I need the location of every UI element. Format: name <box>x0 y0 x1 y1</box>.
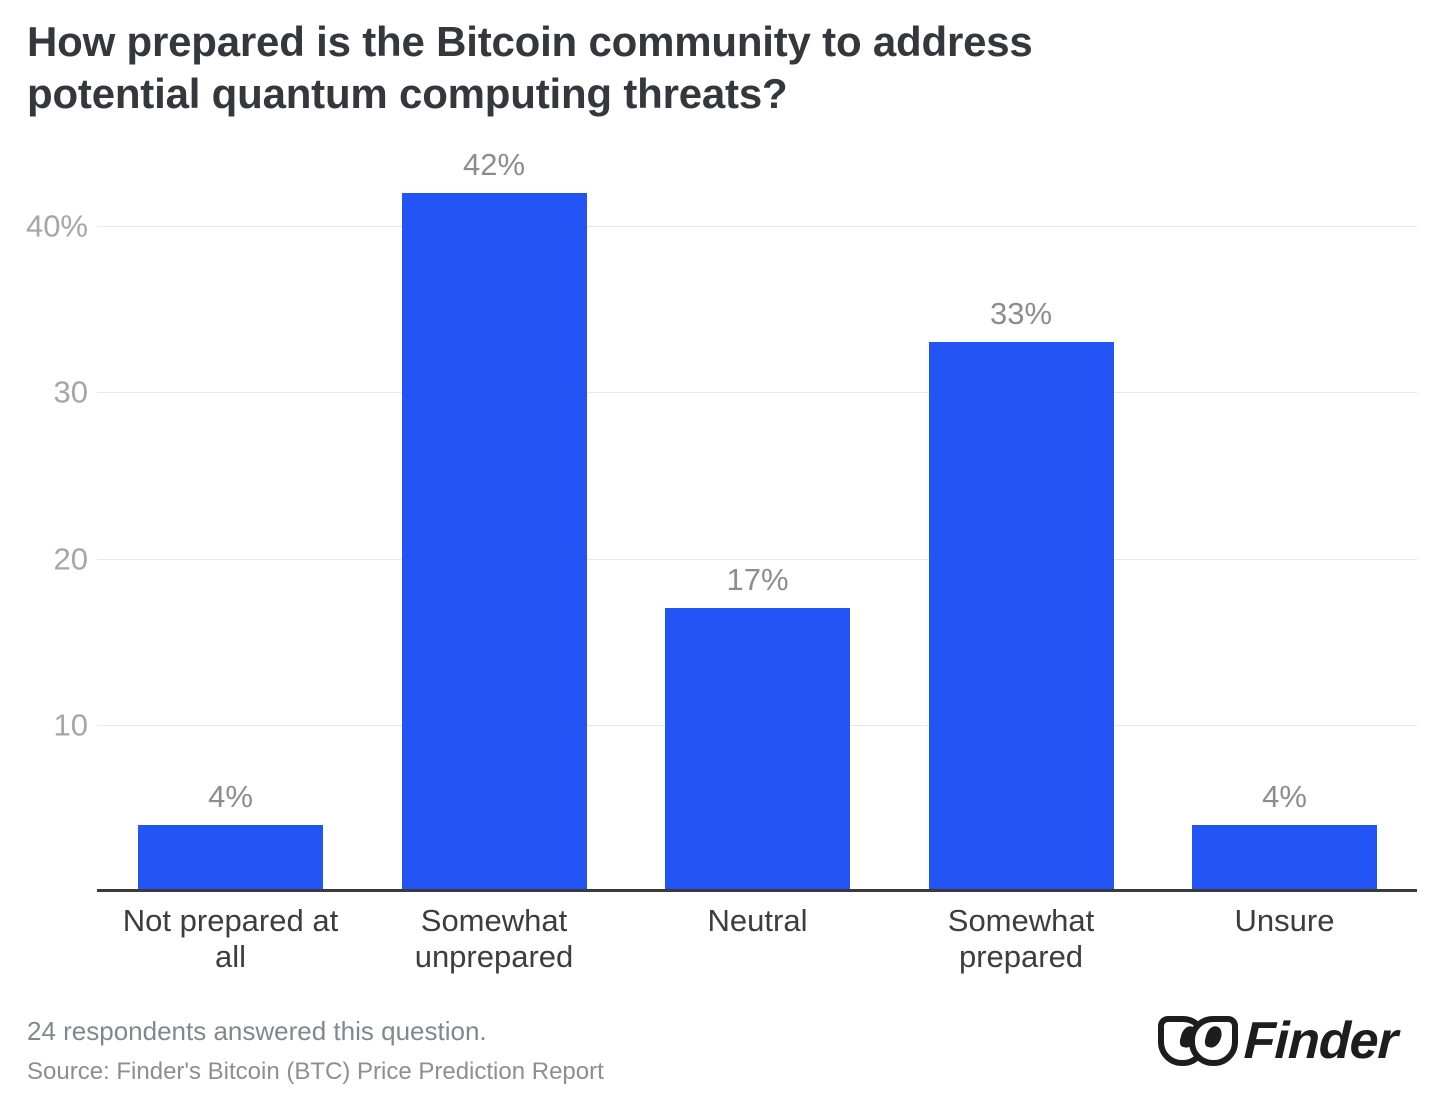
bar-category-label: Somewhat prepared <box>947 903 1095 974</box>
finder-logo-text: Finder <box>1242 1012 1398 1070</box>
bar-3 <box>665 608 850 891</box>
respondents-note: 24 respondents answered this question. <box>27 1016 487 1046</box>
gridline <box>97 558 1417 560</box>
x-axis-line <box>97 889 1417 892</box>
y-axis-tick-label: 30 <box>53 374 88 410</box>
bar-category-label: Neutral <box>707 903 808 938</box>
bar-value-label: 42% <box>462 146 526 182</box>
bar-category-label: Unsure <box>1234 903 1335 938</box>
bar-value-label: 4% <box>208 778 253 814</box>
bar-value-label: 4% <box>1262 778 1307 814</box>
source-note: Source: Finder's Bitcoin (BTC) Price Pre… <box>27 1058 604 1085</box>
bar-4 <box>928 342 1114 891</box>
bar-category-label: Somewhat unprepared <box>414 903 574 974</box>
bar-1 <box>138 824 323 891</box>
logo-right-pupil-icon <box>1203 1024 1224 1050</box>
y-axis-tick-label: 10 <box>53 707 88 743</box>
logo-right-eye-icon <box>1189 1016 1238 1066</box>
y-axis-tick-label: 40% <box>25 208 88 244</box>
gridline <box>97 392 1417 394</box>
bar-category-label: Not prepared at all <box>122 903 339 974</box>
bar-5 <box>1192 824 1377 891</box>
gridline <box>97 226 1417 227</box>
y-axis-tick-label: 20 <box>53 541 88 576</box>
bar-value-label: 17% <box>726 562 789 598</box>
chart-title: How prepared is the Bitcoin community to… <box>27 16 1033 120</box>
finder-logo-eyes-icon <box>1158 1014 1238 1068</box>
finder-logo: Finder <box>1158 1010 1398 1072</box>
chart-title-line-2: potential quantum computing threats? <box>27 70 788 117</box>
chart-title-line-1: How prepared is the Bitcoin community to… <box>27 18 1033 65</box>
bar-2 <box>401 192 587 891</box>
bar-value-label: 33% <box>989 296 1053 332</box>
